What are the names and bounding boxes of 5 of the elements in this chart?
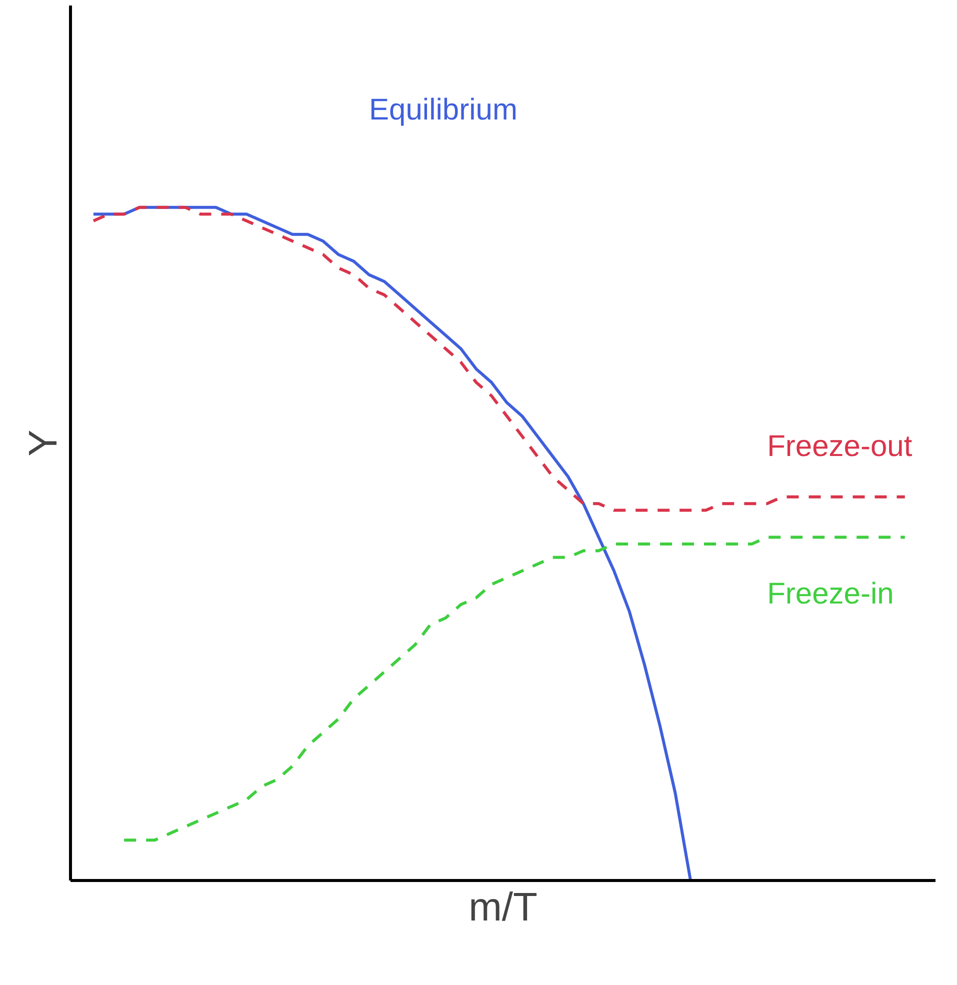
text: Equilibrium	[369, 94, 518, 127]
y-axis-title: Y	[22, 430, 66, 456]
series-label: Freeze-out	[767, 430, 913, 464]
x-axis-title: m/T	[468, 886, 538, 930]
series-label: Freeze-in	[767, 578, 894, 611]
